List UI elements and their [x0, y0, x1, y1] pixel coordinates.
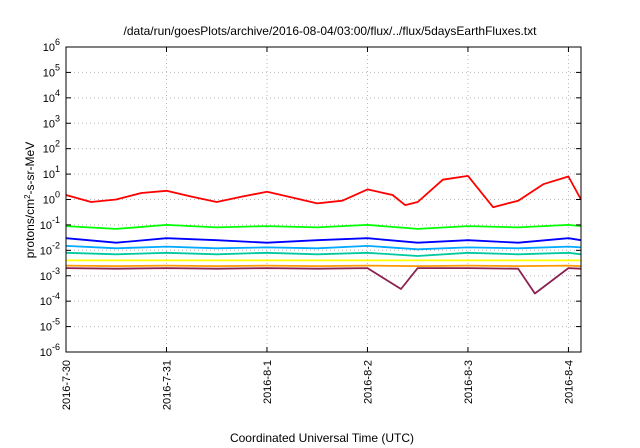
y-tick-label: 104 [43, 88, 60, 105]
y-axis-title-post: -s-sr-MeV [23, 142, 37, 195]
y-tick-label: 105 [43, 62, 60, 79]
x-axis-title: Coordinated Universal Time (UTC) [230, 431, 414, 445]
plot-area-frame [65, 46, 582, 353]
x-tick-label: 2016-7-30 [61, 360, 73, 410]
x-tick-label: 2016-8-1 [262, 360, 274, 404]
y-axis-title-pre: protons/cm [23, 199, 37, 258]
series-line [65, 223, 582, 230]
x-tick-label: 2016-8-3 [463, 360, 475, 404]
series-line [65, 174, 582, 209]
x-tick-label: 2016-8-2 [362, 360, 374, 404]
y-tick-label: 103 [43, 113, 60, 130]
y-axis-title-sup: 2 [23, 194, 32, 199]
series-line [65, 244, 582, 251]
y-tick-label: 100 [43, 190, 60, 207]
y-tick-label: 101 [43, 164, 60, 181]
series-line [65, 237, 582, 244]
y-tick-label: 10-4 [40, 291, 60, 308]
y-tick-label: 10-6 [40, 342, 60, 359]
y-tick-label: 10-5 [40, 317, 60, 334]
y-tick-label: 106 [43, 37, 60, 54]
y-tick-label: 10-3 [40, 266, 60, 283]
y-tick-label: 102 [43, 139, 60, 156]
y-axis-title: protons/cm2-s-sr-MeV [23, 142, 38, 258]
series-line [65, 267, 582, 295]
y-tick-label: 10-1 [40, 215, 60, 232]
chart-title: /data/run/goesPlots/archive/2016-08-04/0… [124, 24, 538, 38]
series-line [65, 251, 582, 257]
series-group [65, 174, 582, 295]
grid [66, 47, 581, 352]
axes: 10-6 10-5 10-4 10-3 10-2 10-1 100 101 102 103 104 1… [40, 37, 581, 410]
y-tick-label: 10-2 [40, 240, 60, 257]
x-tick-label: 2016-8-4 [563, 360, 575, 404]
series-line [65, 264, 582, 268]
x-tick-label: 2016-7-31 [161, 360, 173, 410]
